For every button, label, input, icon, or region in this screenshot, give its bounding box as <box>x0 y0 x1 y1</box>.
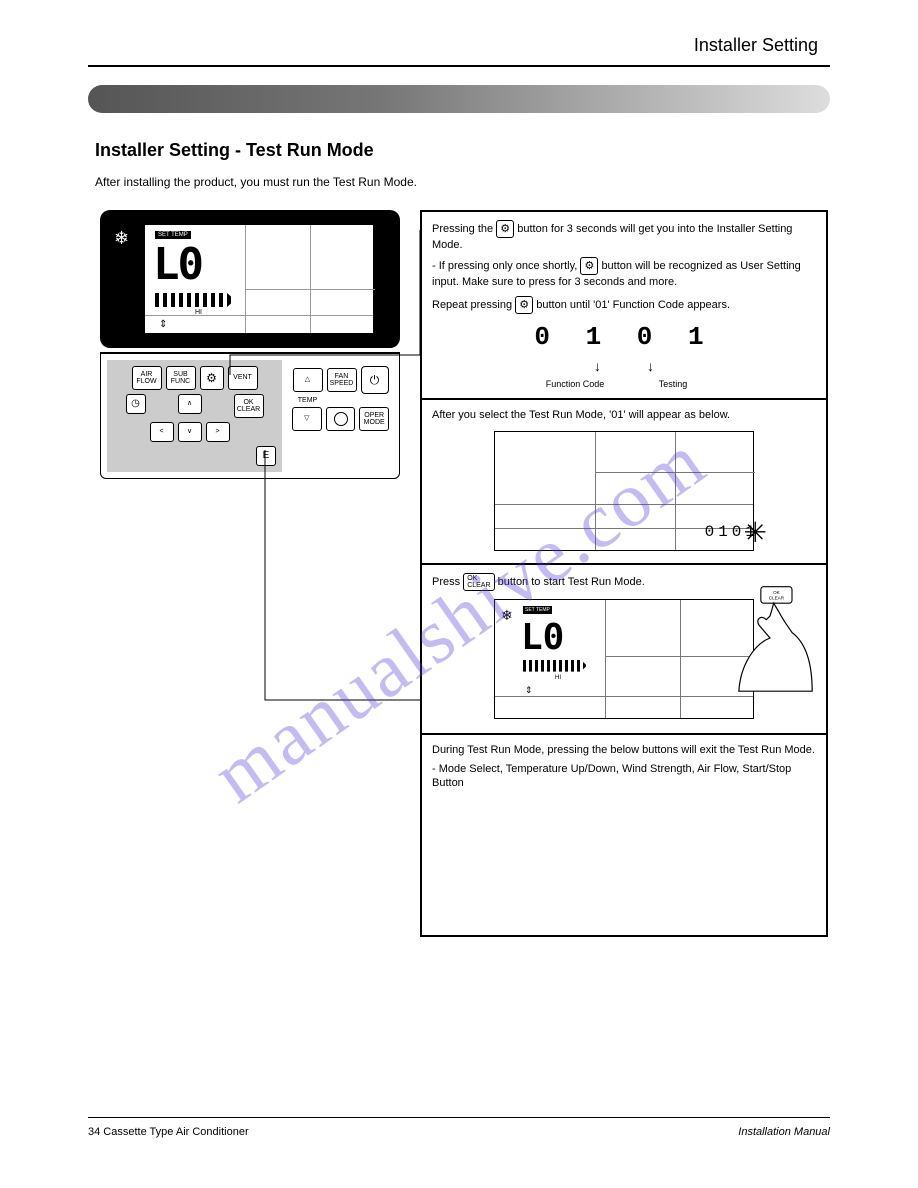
up-arrow-button[interactable]: ∧ <box>178 394 202 414</box>
sub-func-button[interactable]: SUB FUNC <box>166 366 196 390</box>
code-labels: Function Code Testing <box>432 378 816 390</box>
code-display: 0 1 0 1 ↓↓ Function Code Testing <box>432 320 816 390</box>
footer-right: Installation Manual <box>738 1126 830 1138</box>
vent-button[interactable]: VENT <box>228 366 258 390</box>
air-flow-button[interactable]: AIR FLOW <box>132 366 162 390</box>
step2-lcd: ✳ 0101 <box>494 431 754 551</box>
circle-icon <box>334 412 348 426</box>
lcd-divider <box>245 225 246 333</box>
lcd-divider <box>145 315 373 316</box>
device-lcd: SET TEMP L0 HI ⇕ <box>144 224 374 334</box>
step1-bullet: - If pressing only once shortly, <box>432 260 580 272</box>
gear-icon: ⚙ <box>515 296 533 314</box>
device-top: ❄ SET TEMP L0 HI ⇕ <box>100 210 400 348</box>
lcd-divider <box>605 600 606 718</box>
step1-text2: button until '01' Function Code appears. <box>536 299 730 311</box>
lcd-divider <box>675 432 676 550</box>
step-1: Pressing the ⚙ button for 3 seconds will… <box>422 212 826 400</box>
top-rule <box>88 65 830 67</box>
clock-button[interactable]: ◷ <box>126 394 146 414</box>
lcd-divider <box>495 696 753 697</box>
step-4: During Test Run Mode, pressing the below… <box>422 735 826 935</box>
settings-gear-button[interactable]: ⚙ <box>200 366 224 390</box>
set-temp-label: SET TEMP <box>155 231 191 239</box>
step3-text: Press <box>432 576 463 588</box>
temp-down-button[interactable]: ▽ <box>292 407 322 431</box>
fan-speed-button[interactable]: FAN SPEED <box>327 368 357 392</box>
step4-text-a: During Test Run Mode, pressing the below… <box>432 743 816 758</box>
lcd-divider <box>595 432 596 550</box>
header-band <box>88 85 830 113</box>
fan-bar-icon <box>155 293 235 307</box>
e-button[interactable]: E <box>256 446 276 466</box>
section-intro: After installing the product, you must r… <box>95 175 417 189</box>
updown-icon: ⇕ <box>525 684 533 696</box>
lcd-divider <box>495 504 753 505</box>
header-title: Installer Setting <box>694 35 818 56</box>
svg-text:OK: OK <box>773 590 780 595</box>
temp-label: TEMP <box>293 397 323 404</box>
lcd-divider <box>595 472 755 473</box>
oper-mode-button[interactable]: OPER MODE <box>359 407 389 431</box>
lcd-divider <box>245 289 375 290</box>
lcd-divider <box>680 600 681 718</box>
gear-icon: ⚙ <box>580 257 598 275</box>
lcd-divider <box>310 225 311 333</box>
fan-bar-icon <box>523 660 587 672</box>
step-3: Press OK CLEAR button to start Test Run … <box>422 565 826 735</box>
step1-text2: Repeat pressing <box>432 299 515 311</box>
updown-icon: ⇕ <box>159 319 167 330</box>
blink-digits: 0101 <box>705 522 759 544</box>
left-button-panel: AIR FLOW SUB FUNC ⚙ VENT ◷ ∧ OK CLEAR < … <box>107 360 282 472</box>
controller-device: ❄ SET TEMP L0 HI ⇕ AIR FLOW SUB FUNC ⚙ V… <box>100 210 400 479</box>
instruction-column: Pressing the ⚙ button for 3 seconds will… <box>420 210 828 937</box>
step-2: After you select the Test Run Mode, '01'… <box>422 400 826 565</box>
step4-text-b: - Mode Select, Temperature Up/Down, Wind… <box>432 762 816 792</box>
ok-clear-icon: OK CLEAR <box>463 573 494 591</box>
temp-up-button[interactable]: △ <box>293 368 323 392</box>
testing-label: Testing <box>633 378 713 390</box>
power-button[interactable]: ⏻ <box>361 366 389 394</box>
ok-clear-button[interactable]: OK CLEAR <box>234 394 264 418</box>
snowflake-icon: ❄ <box>501 606 513 625</box>
lcd-display-value: L0 <box>521 614 564 663</box>
snowflake-icon: ❄ <box>114 228 129 249</box>
gear-icon: ⚙ <box>496 220 514 238</box>
right-arrow-button[interactable]: > <box>206 422 230 442</box>
right-button-panel: △ FAN SPEED ⏻ TEMP ▽ OPER MODE <box>288 360 393 472</box>
device-button-panel: AIR FLOW SUB FUNC ⚙ VENT ◷ ∧ OK CLEAR < … <box>100 352 400 479</box>
section-title: Installer Setting - Test Run Mode <box>95 140 374 161</box>
step2-text: After you select the Test Run Mode, '01'… <box>432 408 816 423</box>
down-arrow-button[interactable]: ∨ <box>178 422 202 442</box>
footer-rule <box>88 1117 830 1118</box>
left-arrow-button[interactable]: < <box>150 422 174 442</box>
step3-text: button to start Test Run Mode. <box>498 576 645 588</box>
svg-text:CLEAR: CLEAR <box>769 595 785 600</box>
code-arrows: ↓↓ <box>432 357 816 376</box>
function-code-label: Function Code <box>535 378 615 390</box>
footer-left: 34 Cassette Type Air Conditioner <box>88 1126 249 1138</box>
code-digits: 0 1 0 1 <box>432 320 816 355</box>
step1-text: Pressing the <box>432 223 496 235</box>
reset-button[interactable] <box>326 407 356 431</box>
fan-hi-label: HI <box>555 674 561 682</box>
hand-press-illustration: OK CLEAR <box>704 583 814 693</box>
lcd-display-value: L0 <box>153 239 202 290</box>
